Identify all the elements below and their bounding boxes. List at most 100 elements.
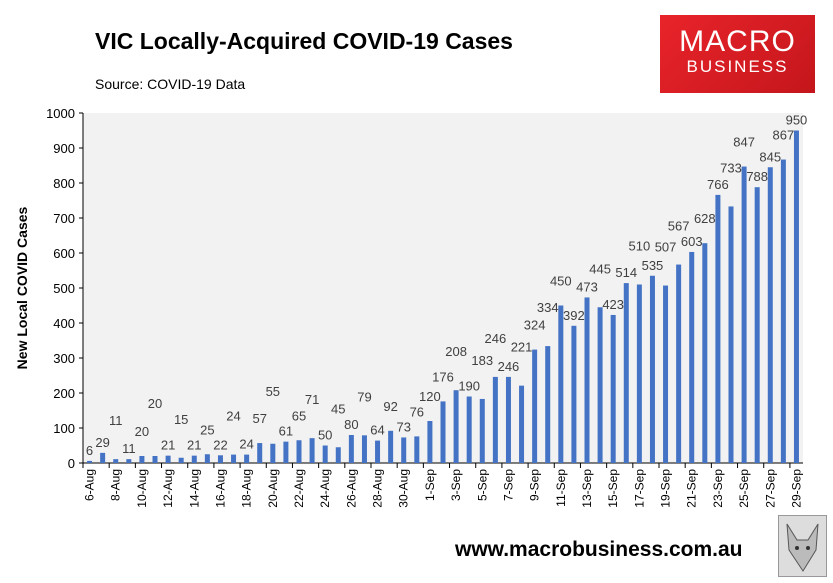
- bar-14-Sep: [597, 307, 603, 463]
- bar-6-Sep: [492, 376, 498, 463]
- logo-line-1: MACRO: [679, 25, 796, 58]
- bar-28-Aug: [375, 440, 381, 463]
- bar-29-Sep: [793, 130, 799, 463]
- bar-29-Aug: [388, 430, 394, 463]
- data-label: 21: [187, 438, 201, 453]
- bar-9-Sep: [532, 349, 538, 463]
- data-label: 867: [773, 128, 795, 143]
- data-label: 11: [109, 413, 123, 428]
- bar-22-Aug: [296, 440, 302, 463]
- bar-22-Sep: [702, 243, 708, 463]
- data-label: 603: [681, 234, 703, 249]
- bar-7-Aug: [100, 452, 106, 463]
- data-label: 71: [305, 392, 319, 407]
- x-tick-label: 18-Aug: [240, 469, 254, 508]
- data-label: 80: [344, 417, 358, 432]
- data-label: 190: [458, 379, 480, 394]
- data-label: 208: [445, 344, 467, 359]
- data-label: 788: [746, 169, 768, 184]
- data-label: 79: [357, 389, 371, 404]
- bar-19-Sep: [663, 285, 669, 463]
- bar-10-Aug: [139, 456, 145, 463]
- data-label: 73: [396, 419, 410, 434]
- bar-24-Sep: [728, 206, 734, 463]
- data-label: 845: [759, 149, 781, 164]
- data-label: 733: [720, 160, 742, 175]
- x-tick-label: 12-Aug: [161, 469, 175, 508]
- bar-17-Sep: [636, 284, 642, 463]
- data-label: 50: [318, 428, 332, 443]
- data-label: 567: [668, 219, 690, 234]
- data-label: 64: [370, 423, 384, 438]
- x-tick-label: 24-Aug: [318, 469, 332, 508]
- x-tick-label: 5-Sep: [475, 469, 489, 501]
- x-tick-label: 15-Sep: [606, 469, 620, 508]
- data-label: 507: [655, 240, 677, 255]
- bar-chart: 0 100 200 300 400 500 600 700 800 900 1000 6-Aug 8-A…: [14, 106, 807, 508]
- chart-title: VIC Locally-Acquired COVID-19 Cases: [95, 28, 513, 54]
- x-tick-label: 27-Sep: [763, 469, 777, 508]
- bar-20-Aug: [270, 443, 276, 463]
- data-label: 423: [602, 297, 624, 312]
- data-label: 847: [733, 135, 755, 150]
- bar-27-Aug: [361, 435, 367, 463]
- x-tick-label: 3-Sep: [449, 469, 463, 501]
- data-label: 445: [589, 261, 611, 276]
- data-label: 334: [537, 300, 559, 315]
- bar-12-Sep: [571, 325, 577, 463]
- data-label: 183: [471, 353, 493, 368]
- y-tick-label: 900: [53, 141, 75, 156]
- x-tick-label: 14-Aug: [187, 469, 201, 508]
- data-label: 176: [432, 369, 454, 384]
- data-label: 6: [86, 443, 93, 458]
- x-tick-label: 11-Sep: [554, 469, 568, 507]
- data-label: 65: [292, 408, 306, 423]
- x-tick-label: 10-Aug: [135, 469, 149, 508]
- data-label: 92: [383, 399, 397, 414]
- data-label: 450: [550, 274, 572, 289]
- data-label: 15: [174, 412, 188, 427]
- bar-1-Sep: [427, 421, 433, 463]
- x-tick-label: 22-Aug: [292, 469, 306, 508]
- bar-25-Sep: [741, 166, 747, 464]
- data-label: 57: [252, 411, 266, 426]
- fox-icon: [786, 523, 819, 572]
- bar-9-Aug: [126, 459, 132, 463]
- x-tick-label: 29-Sep: [789, 469, 803, 508]
- data-label: 473: [576, 279, 598, 294]
- fox-mascot-image: [778, 515, 827, 577]
- x-tick-label: 28-Aug: [371, 469, 385, 508]
- data-label: 20: [148, 396, 162, 411]
- chart-source: Source: COVID-19 Data: [95, 76, 246, 92]
- y-tick-label: 500: [53, 281, 75, 296]
- data-label: 11: [122, 441, 136, 456]
- bar-8-Sep: [519, 385, 525, 463]
- data-label: 246: [498, 359, 520, 374]
- bar-20-Sep: [676, 264, 682, 463]
- y-axis-label: New Local COVID Cases: [14, 206, 30, 369]
- x-tick-label: 23-Sep: [711, 469, 725, 508]
- x-tick-label: 21-Sep: [685, 469, 699, 508]
- data-label: 24: [239, 437, 253, 452]
- data-label: 21: [161, 438, 175, 453]
- bar-31-Aug: [414, 436, 420, 463]
- data-label: 766: [707, 177, 729, 192]
- data-label: 22: [213, 437, 227, 452]
- bar-8-Aug: [113, 459, 119, 463]
- data-label: 510: [629, 239, 651, 254]
- x-tick-label: 6-Aug: [83, 469, 97, 501]
- bar-28-Sep: [780, 159, 786, 464]
- data-label: 221: [511, 340, 533, 355]
- data-label: 535: [642, 258, 664, 273]
- y-tick-label: 100: [53, 421, 75, 436]
- y-tick-label: 600: [53, 246, 75, 261]
- bar-4-Sep: [466, 396, 472, 463]
- data-label: 120: [419, 389, 441, 404]
- x-tick-label: 9-Sep: [528, 469, 542, 501]
- bar-18-Sep: [649, 275, 655, 463]
- bar-16-Sep: [623, 283, 629, 463]
- bar-14-Aug: [191, 455, 197, 463]
- bar-30-Aug: [401, 437, 407, 463]
- bar-16-Aug: [217, 455, 223, 463]
- bar-13-Sep: [584, 297, 590, 463]
